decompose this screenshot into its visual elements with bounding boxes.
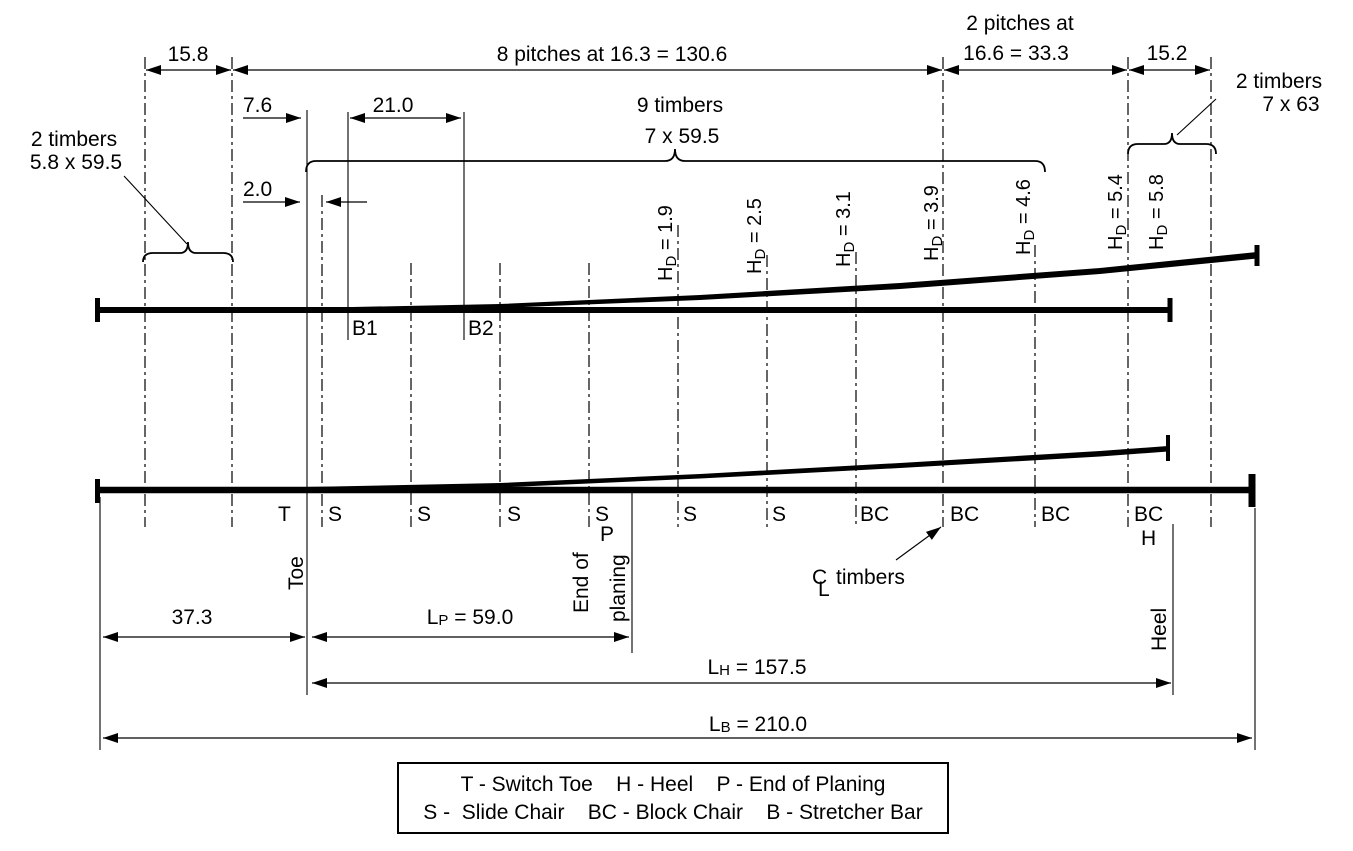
dim-lb: LB = 210.0 bbox=[709, 713, 807, 736]
slide-chair-mark: S bbox=[507, 503, 521, 526]
block-chair-mark: BC bbox=[860, 503, 889, 526]
stretcher-bar-labels: B1 B2 bbox=[352, 317, 494, 340]
dim-right-pitch-line1: 2 pitches at bbox=[966, 12, 1074, 35]
chair-marks: T S S S S S S P BC BC BC BC H bbox=[278, 503, 1163, 550]
left-timbers-brace bbox=[142, 241, 234, 263]
centerline-timbers-word: timbers bbox=[836, 566, 905, 589]
block-chair-mark: BC bbox=[1041, 503, 1070, 526]
right-timbers-label-line1: 2 timbers bbox=[1236, 70, 1322, 93]
main-timbers-label-line2: 7 x 59.5 bbox=[645, 125, 720, 148]
centerline-timbers-arrow bbox=[895, 526, 942, 561]
right-timbers-brace bbox=[1127, 132, 1217, 155]
dim-toe-offset: 7.6 bbox=[243, 94, 272, 117]
legend-box bbox=[397, 762, 949, 834]
length-dimensions: 37.3 LP = 59.0 LH = 157.5 LB = 210.0 bbox=[103, 606, 1252, 743]
dim-stretcher-spacing: 21.0 bbox=[373, 94, 414, 117]
block-chair-mark: BC bbox=[950, 503, 979, 526]
slide-chair-mark: S bbox=[683, 503, 697, 526]
point-labels: Toe End of planing Heel bbox=[285, 552, 1171, 651]
hd-label-1: HD = 1.9 bbox=[655, 205, 680, 281]
dim-end-pitch: 15.2 bbox=[1147, 42, 1188, 65]
hd-label-7: HD = 5.8 bbox=[1146, 174, 1171, 250]
slide-chair-mark: S bbox=[328, 503, 342, 526]
toe-label: Toe bbox=[285, 556, 308, 590]
block-chair-mark: BC bbox=[1134, 503, 1163, 526]
dim-main-pitch: 8 pitches at 16.3 = 130.6 bbox=[497, 43, 728, 66]
slide-chair-mark: S bbox=[772, 503, 786, 526]
stretcher-bar-b2: B2 bbox=[468, 317, 494, 340]
timber-group-labels: 2 timbers 5.8 x 59.5 9 timbers 7 x 59.5 … bbox=[30, 70, 1322, 263]
extension-lines bbox=[99, 110, 1256, 750]
dim-lh: LH = 157.5 bbox=[707, 656, 806, 679]
dim-left-pitch: 15.8 bbox=[168, 43, 209, 66]
end-of-planing-label-line1: End of bbox=[570, 552, 593, 613]
right-timbers-leader bbox=[1176, 98, 1217, 136]
left-timbers-label-line1: 2 timbers bbox=[31, 128, 117, 151]
legend-line1: T - Switch Toe H - Heel P - End of Plani… bbox=[461, 773, 886, 796]
hd-label-4: HD = 3.9 bbox=[921, 185, 946, 261]
hd-label-5: HD = 4.6 bbox=[1013, 179, 1038, 255]
heel-mark: H bbox=[1141, 527, 1156, 550]
centerline-symbol-l: L bbox=[818, 578, 830, 601]
hd-label-3: HD = 3.1 bbox=[833, 191, 858, 267]
slide-chair-mark: S bbox=[595, 503, 609, 526]
left-timbers-leader bbox=[123, 175, 188, 245]
heel-divergence-labels: HD = 1.9 HD = 2.5 HD = 3.1 HD = 3.9 HD =… bbox=[655, 174, 1171, 281]
toe-mark: T bbox=[278, 503, 291, 526]
centerline-timbers-callout: C L timbers bbox=[812, 526, 942, 601]
dim-first-timber-offset: 2.0 bbox=[243, 178, 272, 201]
dim-lp: LP = 59.0 bbox=[427, 606, 514, 629]
centerline-symbol-c: C bbox=[812, 566, 827, 589]
slide-chair-mark: S bbox=[417, 503, 431, 526]
rails bbox=[95, 245, 1260, 507]
main-timbers-label-line1: 9 timbers bbox=[637, 94, 723, 117]
legend-line2: S - Slide Chair BC - Block Chair B - Str… bbox=[423, 801, 922, 824]
legend: T - Switch Toe H - Heel P - End of Plani… bbox=[397, 762, 949, 834]
right-timbers-label-line2: 7 x 63 bbox=[1262, 93, 1319, 116]
main-timbers-brace bbox=[305, 148, 1046, 173]
top-switch-rail bbox=[305, 252, 1257, 311]
switch-area-dimensions: 7.6 21.0 2.0 bbox=[243, 94, 461, 207]
dim-front: 37.3 bbox=[172, 606, 213, 629]
timber-centerlines bbox=[144, 57, 1212, 527]
top-pitch-dimensions: 15.8 8 pitches at 16.3 = 130.6 2 pitches… bbox=[146, 12, 1210, 75]
stretcher-bar-b1: B1 bbox=[352, 317, 378, 340]
dim-right-pitch-line2: 16.6 = 33.3 bbox=[963, 42, 1069, 65]
left-timbers-label-line2: 5.8 x 59.5 bbox=[30, 151, 122, 174]
heel-label: Heel bbox=[1148, 608, 1171, 651]
bottom-switch-rail bbox=[307, 446, 1168, 490]
hd-label-6: HD = 5.4 bbox=[1105, 174, 1130, 250]
hd-label-2: HD = 2.5 bbox=[744, 198, 769, 274]
planing-mark: P bbox=[600, 523, 614, 546]
end-of-planing-label-line2: planing bbox=[607, 554, 630, 622]
